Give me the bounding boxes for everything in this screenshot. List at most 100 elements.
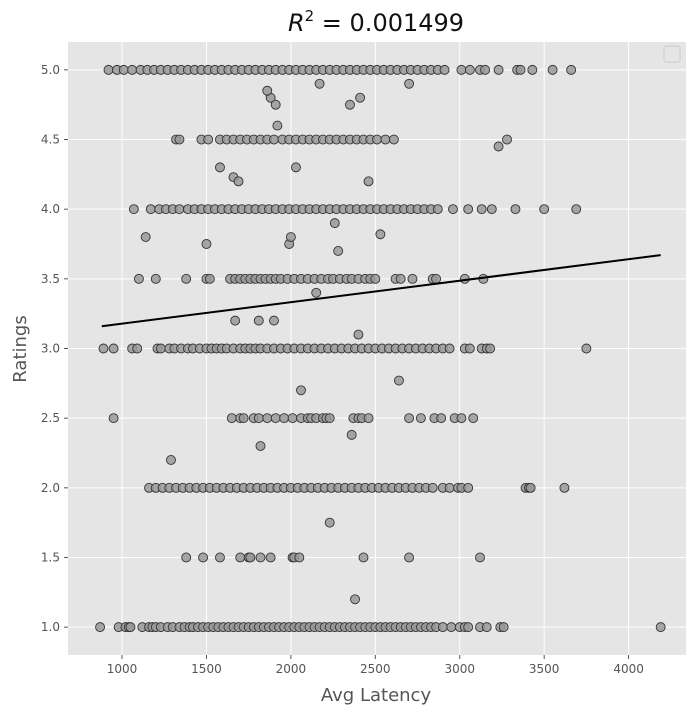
scatter-point [215, 162, 225, 173]
scatter-point [296, 385, 306, 396]
scatter-point [463, 482, 474, 493]
scatter-point [201, 239, 212, 249]
scatter-point [432, 204, 443, 215]
scatter-point [215, 552, 225, 563]
scatter-point [253, 315, 264, 326]
scatter-point [464, 64, 475, 75]
scatter-point [525, 482, 536, 493]
scatter-point [235, 552, 246, 563]
scatter-point [363, 176, 374, 187]
scatter-point [226, 413, 237, 424]
scatter-point [108, 413, 119, 424]
scatter-point [253, 413, 264, 424]
scatter-point [468, 413, 479, 424]
scatter-point [395, 273, 406, 284]
scatter-point [108, 343, 119, 354]
scatter-point [255, 441, 266, 451]
scatter-point [245, 552, 256, 563]
scatter-point [133, 273, 144, 284]
x-tick-label: 1500 [191, 662, 222, 676]
scatter-point [415, 413, 426, 424]
scatter-point [476, 204, 487, 215]
scatter-point [370, 273, 381, 284]
scatter-point [198, 552, 209, 563]
scatter-point [493, 64, 504, 75]
chart-title: R2 = 0.001499 [288, 7, 464, 37]
scatter-point [145, 204, 156, 215]
scatter-point [346, 429, 357, 440]
scatter-point [498, 622, 509, 633]
scatter-point [353, 329, 364, 340]
scatter-point [329, 218, 340, 229]
scatter-point [98, 343, 109, 354]
scatter-point [230, 315, 241, 326]
x-tick-labels: 1000 1500 2000 2500 3000 3500 4000 [107, 655, 644, 676]
scatter-point [269, 315, 279, 326]
x-axis-label: Avg Latency [321, 685, 432, 706]
scatter-point [294, 552, 305, 563]
scatter-point [559, 482, 570, 493]
scatter-point [655, 622, 666, 633]
y-tick-label: 5.0 [41, 63, 60, 77]
scatter-point [270, 413, 281, 424]
scatter-point [493, 141, 504, 152]
scatter-point [291, 162, 301, 173]
scatter-point [363, 413, 374, 424]
scatter-point [380, 134, 391, 145]
scatter-point [444, 343, 455, 354]
scatter-point [475, 552, 485, 563]
y-tick-label: 1.0 [41, 620, 60, 634]
x-tick-label: 2500 [360, 662, 391, 676]
y-tick-label: 2.5 [41, 411, 60, 425]
scatter-point [515, 64, 526, 75]
scatter-point [486, 204, 497, 215]
x-tick-label: 3500 [529, 662, 560, 676]
scatter-point [431, 273, 442, 284]
scatter-point [444, 482, 455, 493]
scatter-point [539, 204, 550, 215]
scatter-point [272, 120, 283, 131]
scatter-point [279, 413, 290, 424]
scatter-point [203, 134, 214, 145]
scatter-point [350, 594, 360, 605]
scatter-point [255, 552, 266, 563]
legend-box [663, 45, 681, 63]
y-tick-label: 1.5 [41, 550, 60, 564]
scatter-point [375, 229, 386, 240]
scatter-point [333, 246, 344, 256]
scatter-point [358, 552, 369, 563]
scatter-point [436, 413, 447, 424]
y-tick-label: 4.0 [41, 202, 60, 216]
scatter-point [481, 622, 492, 633]
scatter-point [404, 78, 415, 89]
scatter-point [324, 413, 335, 424]
scatter-point [502, 134, 512, 145]
scatter-point [233, 176, 244, 187]
scatter-point [527, 64, 538, 75]
scatter-point [238, 413, 249, 424]
data-points [95, 64, 666, 633]
scatter-point [407, 273, 418, 284]
y-tick-label: 4.5 [41, 133, 60, 147]
scatter-point [166, 455, 176, 465]
scatter-point [581, 343, 592, 354]
scatter-point [150, 273, 161, 284]
scatter-point [125, 622, 136, 633]
scatter-point [345, 99, 355, 110]
scatter-point [265, 552, 276, 563]
regression-line [101, 254, 661, 328]
scatter-point [404, 552, 415, 563]
scatter-point [372, 134, 382, 145]
scatter-point [566, 64, 577, 75]
scatter-point [181, 273, 192, 284]
scatter-point [174, 204, 185, 215]
scatter-point [463, 204, 474, 215]
scatter-point [355, 92, 366, 103]
y-tick-label: 3.0 [41, 342, 60, 356]
y-tick-label: 3.5 [41, 272, 60, 286]
scatter-point [127, 64, 138, 75]
scatter-point [174, 134, 185, 145]
scatter-point [204, 273, 215, 284]
scatter-point [262, 85, 273, 96]
scatter-point [464, 343, 475, 354]
